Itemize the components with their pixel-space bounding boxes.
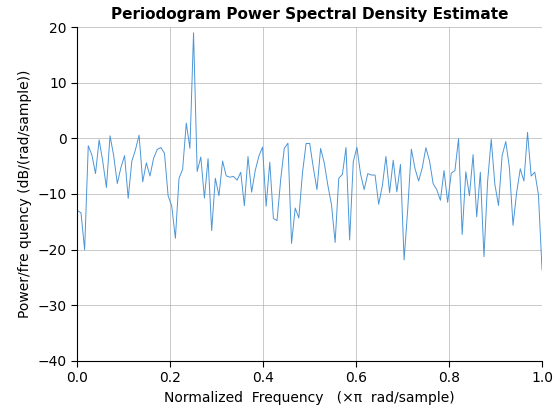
Y-axis label: Power/fre quency (dB/(rad/sample)): Power/fre quency (dB/(rad/sample)) — [18, 70, 32, 318]
X-axis label: Normalized  Frequency   (×π  rad/sample): Normalized Frequency (×π rad/sample) — [165, 391, 455, 404]
Title: Periodogram Power Spectral Density Estimate: Periodogram Power Spectral Density Estim… — [111, 7, 508, 22]
